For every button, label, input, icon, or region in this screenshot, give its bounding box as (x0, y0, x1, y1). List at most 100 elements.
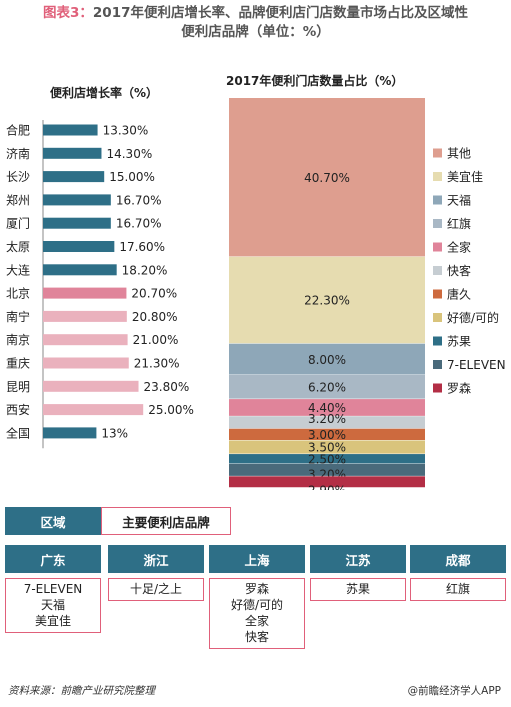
region-brand-list: 红旗 (410, 578, 506, 601)
legend-swatch (433, 219, 442, 228)
growth-value-label: 25.00% (148, 403, 194, 417)
growth-category-label: 昆明 (6, 380, 30, 394)
legend-swatch (433, 148, 442, 158)
share-value-label: 6.20% (308, 380, 346, 394)
growth-category-label: 合肥 (6, 123, 30, 138)
brand-name: 好德/可的 (230, 598, 284, 612)
growth-category-label: 大连 (6, 262, 30, 277)
legend-swatch (433, 336, 442, 346)
growth-bar (43, 194, 111, 206)
region-name: 广东 (5, 545, 101, 573)
growth-category-label: 济南 (6, 146, 30, 161)
share-segment (229, 440, 425, 455)
growth-bar (43, 380, 139, 392)
region-brand-list: 7-ELEVEN 天福 美宜佳 (5, 578, 101, 633)
share-segment (229, 416, 425, 429)
growth-bar (43, 217, 111, 229)
growth-value-label: 18.20% (122, 263, 168, 277)
growth-value-label: 13% (101, 426, 128, 440)
growth-value-label: 17.60% (119, 240, 165, 254)
growth-value-label: 15.00% (109, 170, 155, 184)
growth-category-label: 厦门 (6, 216, 30, 231)
chart-title: 图表3：2017年便利店增长率、品牌便利店门店数量市场占比及区域性 便利店品牌（… (0, 4, 511, 42)
growth-bar (43, 404, 144, 416)
region-brand-list: 罗森 好德/可的 全家 快客 (209, 578, 305, 649)
growth-category-label: 长沙 (6, 170, 30, 184)
brand-name: 美宜佳 (34, 614, 71, 628)
region-name: 成都 (410, 545, 506, 573)
brand-name: 快客 (244, 630, 269, 644)
brand-name: 7-ELEVEN (23, 582, 83, 596)
growth-value-label: 21.30% (134, 357, 180, 371)
share-segment (229, 343, 425, 375)
legend-swatch (433, 313, 442, 322)
region-name: 浙江 (108, 545, 204, 573)
share-value-label: 22.30% (304, 294, 350, 308)
growth-value-label: 20.80% (132, 310, 178, 324)
legend-label: 好德/可的 (447, 310, 499, 325)
growth-category-label: 南宁 (6, 309, 30, 324)
brand-name: 红旗 (445, 582, 470, 596)
growth-value-label: 16.70% (116, 217, 162, 231)
legend-label: 美宜佳 (447, 169, 483, 184)
growth-value-label: 20.70% (131, 287, 177, 301)
growth-category-label: 北京 (6, 287, 30, 301)
legend-swatch (433, 195, 442, 205)
growth-bar (43, 147, 102, 159)
growth-value-label: 16.70% (116, 193, 162, 207)
share-segment (229, 256, 425, 344)
region-column: 成都 红旗 (410, 545, 506, 665)
region-name: 上海 (209, 545, 305, 573)
share-segment (229, 463, 425, 477)
growth-bar (43, 241, 115, 252)
legend-swatch (433, 172, 442, 181)
share-segment (229, 476, 425, 488)
share-value-label: 40.70% (304, 171, 350, 185)
growth-chart-title: 便利店增长率（%） (50, 86, 159, 100)
credit-note: @前瞻经济学人APP (407, 685, 501, 697)
growth-value-label: 14.30% (106, 147, 152, 161)
legend-swatch (433, 289, 442, 299)
growth-bar (43, 264, 117, 276)
region-header: 区域 (5, 507, 101, 535)
growth-bar (43, 427, 97, 439)
legend-label: 其他 (447, 147, 471, 161)
region-column: 江苏 苏果 (310, 545, 406, 665)
region-column: 浙江十足/之上 (108, 545, 204, 665)
legend-swatch (433, 266, 442, 275)
share-value-label: 3.20% (308, 412, 346, 426)
brand-name: 全家 (244, 614, 269, 628)
brand-name: 十足/之上 (129, 582, 183, 596)
region-brand-list: 十足/之上 (108, 578, 204, 601)
legend-label: 红旗 (447, 216, 471, 231)
legend-swatch (433, 242, 442, 252)
share-value-label: 8.00% (308, 353, 346, 367)
store-share-chart: 40.70% 22.30% 8.00% 6.20% 4.40%3.20% 3.00%3.5… (229, 98, 506, 490)
growth-category-label: 全国 (6, 425, 30, 440)
title-line1: 2017年便利店增长率、品牌便利店门店数量市场占比及区域性 (92, 5, 468, 21)
share-value-label: 4.40% (308, 401, 346, 415)
share-segment (229, 454, 425, 464)
legend-label: 快客 (447, 263, 471, 278)
legend-swatch (433, 360, 442, 369)
growth-category-label: 西安 (6, 402, 30, 417)
growth-category-label: 重庆 (6, 357, 30, 371)
growth-rate-chart: 合肥 13.30% 济南 14.30% 长沙 15.00% 郑州 16.70% 厦门 16.70%… (6, 120, 194, 449)
share-value-label: 3.50% (308, 441, 346, 455)
legend-label: 苏果 (447, 335, 471, 349)
legend-label: 唐久 (447, 287, 471, 302)
legend-label: 全家 (447, 240, 471, 255)
growth-bar (43, 124, 98, 136)
share-value-label: 3.00% (308, 428, 346, 442)
growth-bar (43, 357, 129, 369)
share-segment (229, 428, 425, 441)
legend-label: 7-ELEVEN (447, 358, 506, 372)
region-column: 上海 罗森 好德/可的 全家 快客 (209, 545, 305, 665)
region-brand-list: 苏果 (310, 578, 406, 601)
share-segment (229, 98, 425, 257)
region-column: 广东 7-ELEVEN 天福 美宜佳 (5, 545, 101, 665)
share-segment (229, 399, 425, 417)
growth-value-label: 13.30% (103, 124, 149, 138)
source-note: 资料来源：前瞻产业研究院整理 (8, 685, 155, 697)
legend-label: 天福 (447, 193, 471, 208)
